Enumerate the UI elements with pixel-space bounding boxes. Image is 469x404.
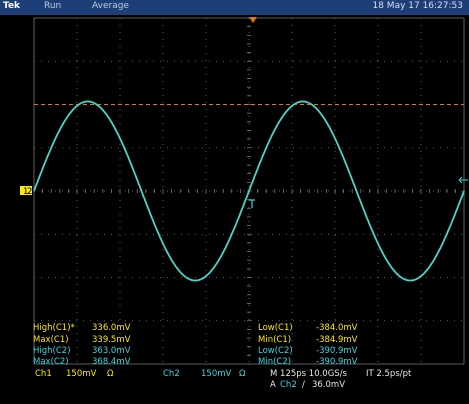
run-state[interactable]: Run — [44, 1, 62, 11]
meas-value: -390.9mV — [316, 346, 358, 356]
ch2-trace — [33, 100, 465, 282]
trigger-position-marker-icon[interactable] — [249, 17, 257, 23]
meas-label: High(C1)* — [33, 323, 75, 333]
ch2-scale[interactable]: 150mV — [201, 369, 232, 379]
status-bar: Tek Run Average 18 May 17 16:27:53 — [0, 0, 469, 15]
trigger-source[interactable]: Ch2 — [280, 380, 297, 390]
meas-value: 368.4mV — [92, 357, 131, 367]
meas-label: Low(C1) — [258, 323, 293, 333]
meas-value: 339.5mV — [92, 335, 131, 345]
trigger-point-marker-icon — [249, 199, 255, 208]
trigger-prefix: A — [270, 380, 276, 390]
waveform-screen: 1 2 High(C1)* 336.0mV Max(C1) 339.5mV Hi… — [20, 17, 468, 390]
trigger-level-arrow-icon[interactable] — [458, 176, 468, 184]
ch2-coupling: Ω — [239, 369, 246, 379]
ch1-ground-label: 1 — [23, 187, 28, 197]
meas-value: -384.9mV — [316, 335, 358, 345]
date-time: 18 May 17 16:27:53 — [372, 1, 463, 11]
timebase[interactable]: M 125ps 10.0GS/s — [270, 369, 348, 379]
ch1-coupling: Ω — [107, 369, 114, 379]
meas-value: -390.9mV — [316, 357, 358, 367]
meas-value: -384.0mV — [316, 323, 358, 333]
brand-label: Tek — [3, 1, 21, 11]
meas-label: Min(C2) — [258, 357, 291, 367]
meas-label: Max(C1) — [33, 335, 69, 345]
trigger-level[interactable]: 36.0mV — [312, 380, 345, 390]
interpolation: IT 2.5ps/pt — [366, 369, 412, 379]
meas-label: High(C2) — [33, 346, 71, 356]
meas-label: Low(C2) — [258, 346, 293, 356]
ch-ground-markers[interactable]: 1 2 — [20, 186, 32, 197]
ch1-scale[interactable]: 150mV — [66, 369, 97, 379]
acquisition-mode[interactable]: Average — [92, 1, 129, 11]
graticule — [33, 17, 465, 365]
ch2-ground-label: 2 — [27, 187, 32, 197]
meas-label: Min(C1) — [258, 335, 291, 345]
meas-label: Max(C2) — [33, 357, 69, 367]
ch2-name[interactable]: Ch2 — [163, 369, 180, 379]
measurement-readout: High(C1)* 336.0mV Max(C1) 339.5mV High(C… — [33, 323, 358, 367]
meas-value: 363.0mV — [92, 346, 131, 356]
ch1-ground-marker-icon[interactable] — [20, 186, 32, 195]
ch1-name[interactable]: Ch1 — [35, 369, 52, 379]
channel-info[interactable]: Ch1 150mV Ω Ch2 150mV Ω M 125ps 10.0GS/s… — [35, 369, 412, 390]
trigger-slope-icon[interactable]: / — [302, 380, 305, 390]
meas-value: 336.0mV — [92, 323, 131, 333]
